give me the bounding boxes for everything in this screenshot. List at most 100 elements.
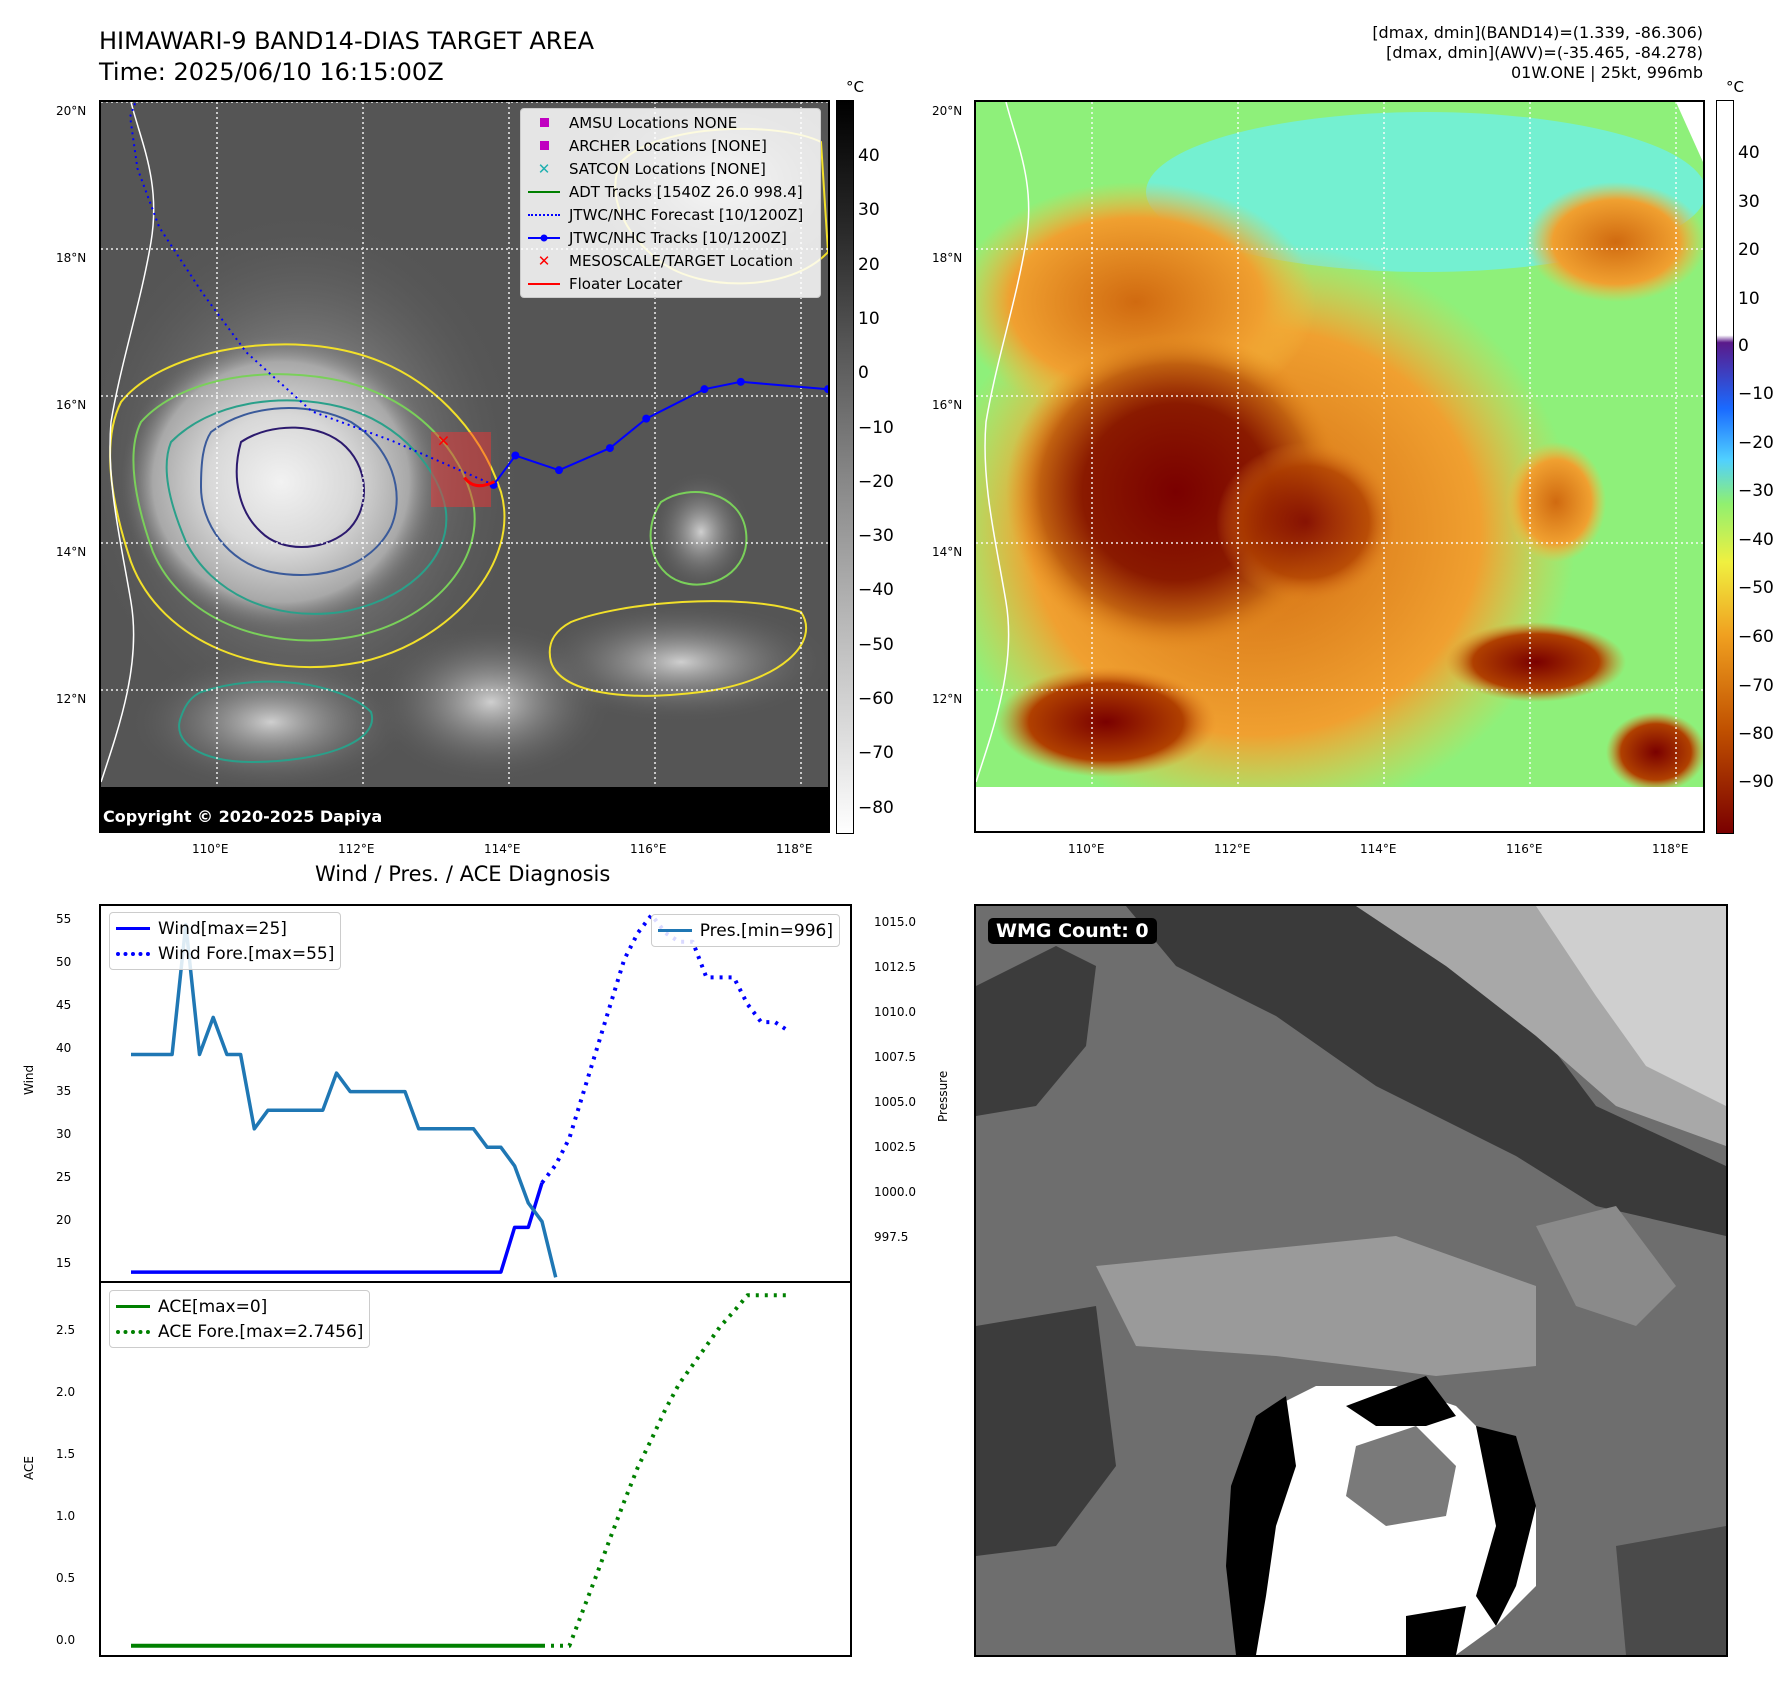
wmg-lighter-region-ne (1536, 906, 1726, 1106)
colorbar-tick: 40 (1738, 143, 1760, 163)
colorbar-tick: 30 (858, 200, 880, 221)
lon-tick: 114°E (484, 842, 521, 856)
ace-axis-label: ACE (22, 1456, 36, 1480)
lat-tick: 18°N (56, 251, 87, 265)
wmg-gray-patch-east (1536, 1206, 1676, 1326)
legend-label: SATCON Locations [NONE] (569, 159, 766, 178)
map-legend: AMSU Locations NONE ARCHER Locations [NO… (520, 108, 821, 298)
jtwc-observed-track (492, 380, 828, 486)
target-marker-icon: ✕ (437, 432, 450, 451)
awv-colorbar (1716, 100, 1734, 834)
wmg-dark-region-west (976, 1306, 1116, 1556)
colorbar-tick: 10 (858, 308, 880, 329)
contour-teal (165, 399, 448, 615)
track-point (555, 466, 564, 475)
wmg-black-edge-west (1226, 1396, 1296, 1655)
colorbar-tick: −50 (1738, 578, 1774, 598)
info-band14-range: [dmax, dmin](BAND14)=(1.339, -86.306) (1372, 23, 1703, 42)
contour-se-yellow (548, 600, 807, 697)
info-storm-status: 01W.ONE | 25kt, 996mb (1510, 63, 1703, 82)
colorbar-tick: 30 (1738, 192, 1760, 212)
legend-ace-forecast: ACE Fore.[max=2.7456] (110, 1319, 369, 1344)
colorbar-unit: °C (1726, 78, 1744, 96)
legend-label: MESOSCALE/TARGET Location (569, 251, 794, 270)
lon-tick: 110°E (192, 842, 229, 856)
colorbar-unit: °C (846, 78, 864, 96)
wmg-gray-band-mid (1096, 1236, 1536, 1376)
pressure-tick: 1005.0 (874, 1095, 916, 1109)
colorbar-tick: −70 (858, 743, 894, 764)
legend-label: Floater Locater (569, 274, 683, 293)
legend-label: AMSU Locations NONE (569, 113, 738, 132)
colorbar-tick: −70 (1738, 676, 1774, 696)
lon-tick: 116°E (630, 842, 667, 856)
colorbar-tick: −90 (1738, 772, 1774, 792)
colorbar-tick: −50 (858, 634, 894, 655)
wind-tick: 25 (56, 1170, 72, 1184)
awv-blank-strip (976, 787, 1703, 831)
legend-floater: Floater Locater (521, 272, 820, 295)
lon-tick: 116°E (1506, 842, 1543, 856)
pressure-tick: 1002.5 (874, 1140, 916, 1154)
lat-tick: 16°N (932, 398, 963, 412)
line-icon (116, 1305, 150, 1308)
pressure-legend: Pres.[min=996] (650, 914, 840, 947)
colorbar-tick: 40 (858, 146, 880, 166)
lon-tick: 114°E (1360, 842, 1397, 856)
colorbar-tick: −60 (1738, 627, 1774, 647)
ace-tick: 0.5 (56, 1571, 76, 1585)
lat-tick: 14°N (56, 545, 87, 559)
track-point (605, 444, 614, 453)
line-icon (116, 927, 150, 930)
lon-tick: 118°E (1652, 842, 1689, 856)
lat-tick: 20°N (56, 104, 87, 118)
colorbar-tick: −60 (858, 689, 894, 709)
wmg-count-badge: WMG Count: 0 (988, 918, 1157, 944)
jtwc-forecast-track (129, 102, 494, 486)
legend-jtwc-forecast: JTWC/NHC Forecast [10/1200Z] (521, 203, 820, 226)
legend-satcon: ✕ SATCON Locations [NONE] (521, 157, 820, 180)
legend-wind-forecast: Wind Fore.[max=55] (110, 941, 340, 966)
wind-tick: 15 (56, 1256, 72, 1270)
legend-label: Wind Fore.[max=55] (158, 943, 335, 964)
pressure-tick: 1007.5 (874, 1050, 916, 1064)
lon-tick: 110°E (1068, 842, 1105, 856)
wind-tick: 35 (56, 1084, 72, 1098)
awv-cell-northeast (1526, 182, 1703, 302)
colorbar-tick: 20 (1738, 240, 1760, 260)
dotted-line-icon (527, 213, 561, 216)
wind-axis-label: Wind (22, 1064, 36, 1095)
wmg-black-edge-east (1476, 1426, 1536, 1626)
contour-east-green (649, 491, 748, 586)
track-point (736, 377, 745, 386)
colorbar-tick: 0 (858, 363, 869, 384)
legend-label: JTWC/NHC Forecast [10/1200Z] (569, 205, 804, 224)
track-point (824, 385, 828, 394)
wmg-panel: WMG Count: 0 (974, 904, 1728, 1657)
coastline-vietnam (101, 102, 155, 783)
contour-blue (199, 407, 398, 576)
info-awv-range: [dmax, dmin](AWV)=(-35.465, -84.278) (1386, 43, 1703, 62)
legend-wind: Wind[max=25] (110, 916, 340, 941)
wmg-dark-band (1126, 906, 1726, 1236)
legend-label: Wind[max=25] (158, 918, 287, 939)
legend-label: Pres.[min=996] (699, 920, 833, 941)
pressure-tick: 997.5 (874, 1230, 909, 1244)
cloud-core-main (121, 332, 441, 632)
ace-tick: 1.0 (56, 1509, 76, 1523)
legend-label: ACE Fore.[max=2.7456] (158, 1321, 364, 1342)
colorbar-tick: −40 (1738, 530, 1774, 550)
awv-cell-east (1506, 442, 1606, 562)
colorbar-tick: −40 (858, 580, 894, 601)
colorbar-tick: −30 (1738, 481, 1774, 501)
legend-label: JTWC/NHC Tracks [10/1200Z] (569, 228, 787, 247)
line-icon (527, 282, 561, 285)
lat-tick: 12°N (932, 692, 963, 706)
diag-frame: Wind[max=25] Wind Fore.[max=55] Pres.[mi… (99, 904, 852, 1657)
colorbar-tick: −80 (858, 797, 894, 818)
lon-tick: 112°E (338, 842, 375, 856)
lat-tick: 18°N (932, 251, 963, 265)
dotted-line-icon (116, 1329, 150, 1334)
ace-tick: 2.0 (56, 1385, 76, 1399)
awv-cell-far-southeast (1606, 712, 1703, 792)
